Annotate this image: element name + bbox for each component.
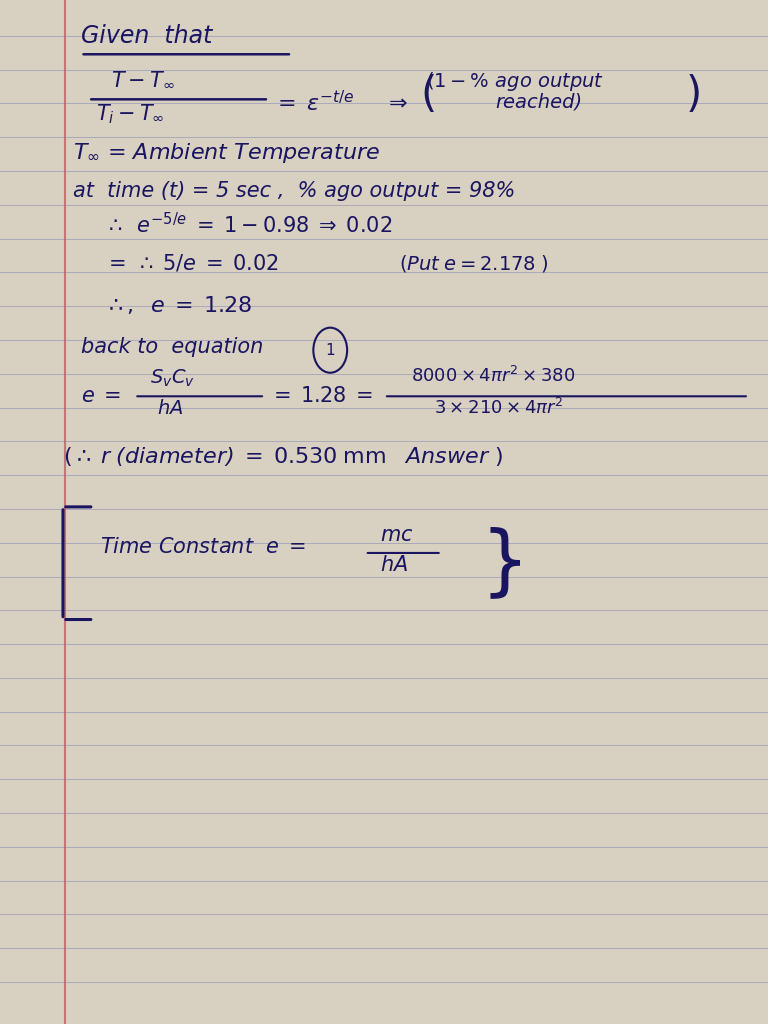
Text: $= \;\varepsilon^{-t/e}$: $= \;\varepsilon^{-t/e}$ [273, 90, 354, 115]
Text: Given  that: Given that [81, 24, 212, 48]
Text: at  time (t) = 5 sec ,  % ago output = 98%: at time (t) = 5 sec , % ago output = 98% [73, 180, 515, 201]
Text: $8000 \times 4\pi r^2 \times 380$: $8000 \times 4\pi r^2 \times 380$ [411, 366, 575, 386]
Text: $= \;\therefore\; 5/e \;=\; 0.02$: $= \;\therefore\; 5/e \;=\; 0.02$ [104, 252, 279, 273]
Text: $hA$: $hA$ [157, 398, 184, 418]
Text: $T_i - T_{\infty}$: $T_i - T_{\infty}$ [96, 102, 164, 126]
Text: $e \;=$: $e \;=$ [81, 386, 121, 407]
Text: $(\therefore \; r\;$(diameter)$ \;=\; 0.530 \;\mathrm{mm} \;\;$ Answer $)$: $(\therefore \; r\;$(diameter)$ \;=\; 0.… [63, 444, 503, 468]
Text: $\therefore \;\; e^{-5/e} \;=\; 1 - 0.98 \;\Rightarrow\; 0.02$: $\therefore \;\; e^{-5/e} \;=\; 1 - 0.98… [104, 212, 392, 238]
Text: $(Put \; e = 2.178\;)$: $(Put \; e = 2.178\;)$ [399, 253, 549, 273]
Text: $S_v C_v$: $S_v C_v$ [150, 368, 194, 389]
Text: $3 \times 210 \times 4\pi r^2$: $3 \times 210 \times 4\pi r^2$ [434, 397, 563, 418]
Text: 1: 1 [326, 343, 335, 357]
Text: }: } [480, 526, 528, 600]
Text: ): ) [686, 74, 702, 117]
Text: Time Constant  $e \;=$: Time Constant $e \;=$ [100, 537, 305, 557]
Text: $\Rightarrow$: $\Rightarrow$ [384, 92, 408, 113]
Text: $T - T_{\infty}$: $T - T_{\infty}$ [111, 69, 175, 89]
Text: reached): reached) [495, 92, 582, 112]
Text: $(1 - \%$ ago output: $(1 - \%$ ago output [426, 70, 604, 93]
Text: (: ( [421, 74, 437, 117]
Text: $= \;1.28\; =$: $= \;1.28\; =$ [269, 386, 372, 407]
Text: $\therefore, \;\; e \;=\; 1.28$: $\therefore, \;\; e \;=\; 1.28$ [104, 294, 252, 316]
Text: back to  equation: back to equation [81, 337, 263, 357]
Text: $hA$: $hA$ [380, 555, 409, 575]
Text: $mc$: $mc$ [380, 524, 414, 545]
Text: $T_{\infty}$ = Ambient Temperature: $T_{\infty}$ = Ambient Temperature [73, 140, 380, 165]
